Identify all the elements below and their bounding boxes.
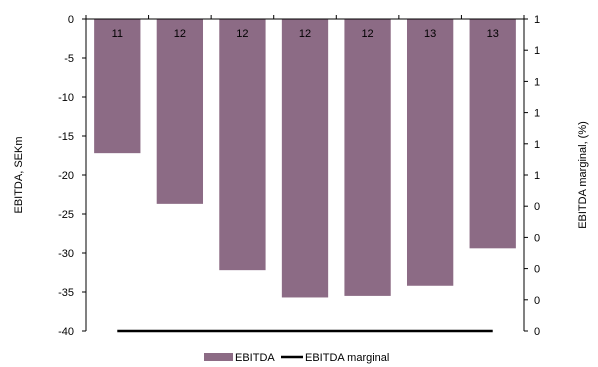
category-label: 12 xyxy=(299,28,311,40)
y-tick-label: 0 xyxy=(68,14,74,26)
y2-tick-label: 0 xyxy=(534,295,540,307)
legend-label-ebitda-marginal: EBITDA marginal xyxy=(305,352,389,364)
y2-tick-label: 0 xyxy=(534,326,540,338)
bar-ebitda xyxy=(219,19,266,271)
category-label: 12 xyxy=(174,28,186,40)
y-tick-label: -35 xyxy=(58,287,74,299)
y-tick-label: -30 xyxy=(58,248,74,260)
legend-swatch-ebitda xyxy=(204,353,233,361)
y2-tick-label: 0 xyxy=(534,232,540,244)
y-tick-label: -15 xyxy=(58,131,74,143)
legend-label-ebitda: EBITDA xyxy=(235,352,275,364)
y2-tick-label: 1 xyxy=(534,76,540,88)
bar-ebitda xyxy=(344,19,391,296)
category-label: 13 xyxy=(424,28,436,40)
bar-ebitda xyxy=(156,19,204,204)
category-label: 11 xyxy=(112,28,123,40)
y-tick-label: -40 xyxy=(58,326,74,338)
labels-layer: 11 12 12 12 12 13 130-5-10-15-20-25-30-35-4011… xyxy=(58,14,540,338)
bar-ebitda xyxy=(281,19,329,298)
y2-tick-label: 0 xyxy=(534,264,540,276)
y-axis-title: EBITDA, SEKm xyxy=(13,136,25,213)
bar-ebitda xyxy=(94,19,141,154)
y-tick-label: -20 xyxy=(58,170,74,182)
y-tick-label: -25 xyxy=(58,209,74,221)
bar-ebitda xyxy=(469,19,516,249)
axes-layer xyxy=(82,15,528,332)
category-label: 12 xyxy=(361,28,373,40)
y2-tick-label: 1 xyxy=(534,108,540,120)
legend: EBITDA EBITDA marginal xyxy=(204,352,389,364)
y-tick-label: -10 xyxy=(58,92,74,104)
y2-tick-label: 1 xyxy=(534,139,540,151)
y2-tick-label: 1 xyxy=(534,14,540,26)
bar-ebitda xyxy=(406,19,454,286)
category-label: 13 xyxy=(487,28,499,40)
y2-axis-title: EBITDA marginal, (%) xyxy=(577,121,589,229)
y2-tick-label: 0 xyxy=(534,201,540,213)
bars-layer xyxy=(94,19,516,298)
y2-tick-label: 1 xyxy=(534,45,540,57)
y2-tick-label: 1 xyxy=(534,170,540,182)
category-label: 12 xyxy=(236,28,248,40)
y-tick-label: -5 xyxy=(64,53,74,65)
